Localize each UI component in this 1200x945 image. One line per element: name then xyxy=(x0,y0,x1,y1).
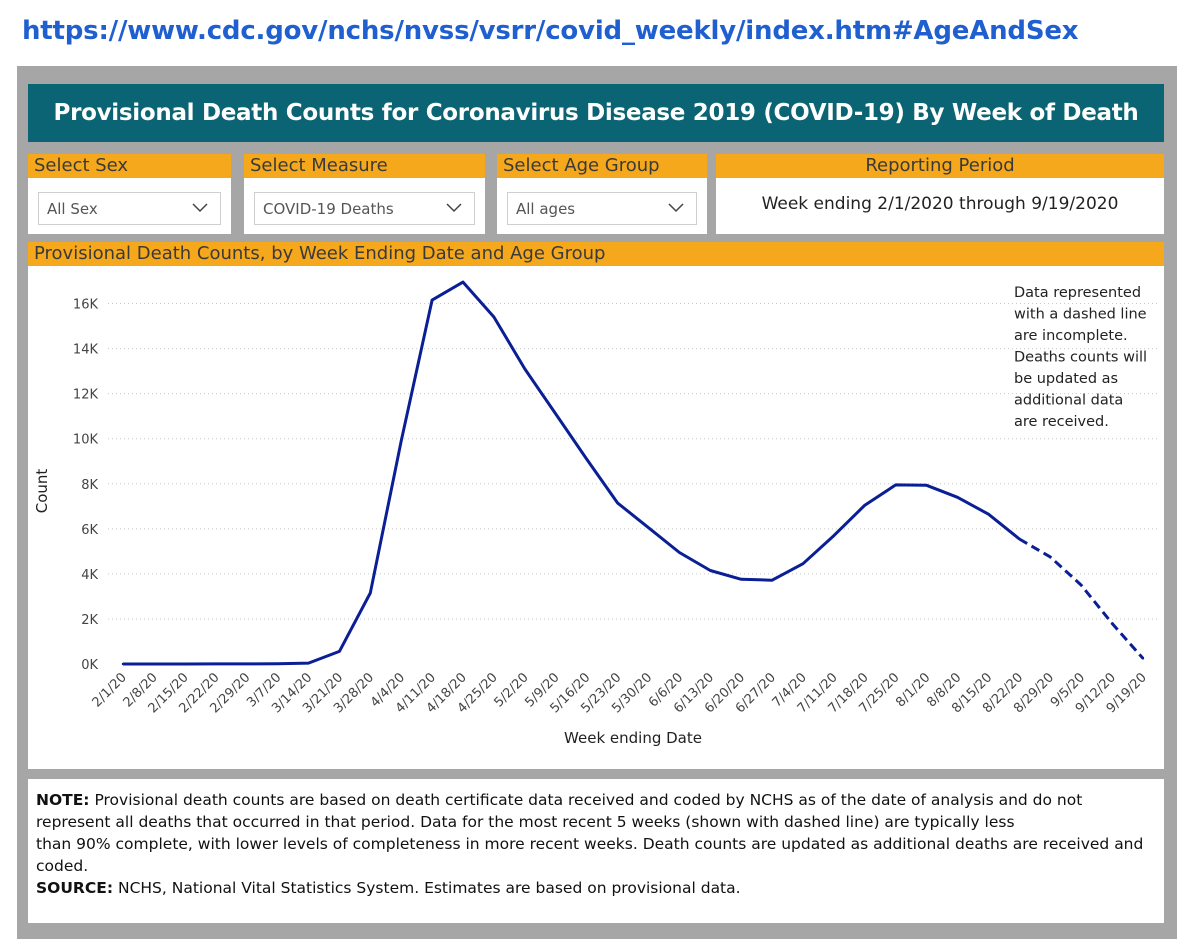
data-point xyxy=(492,315,496,319)
chart-card: Provisional Death Counts, by Week Ending… xyxy=(28,242,1164,769)
y-tick-label: 14K xyxy=(73,343,99,358)
series-line-complete xyxy=(123,280,1021,666)
dashboard-title: Provisional Death Counts for Coronavirus… xyxy=(28,84,1164,142)
data-point xyxy=(770,578,774,582)
data-point xyxy=(121,662,125,666)
data-point xyxy=(461,280,465,284)
chart-header: Provisional Death Counts, by Week Ending… xyxy=(28,242,1164,266)
y-axis-label: Count xyxy=(33,469,51,514)
note-card: NOTE: Provisional death counts are based… xyxy=(28,779,1164,923)
chart-note-line: be updated as xyxy=(1014,371,1118,387)
data-point xyxy=(1079,583,1083,587)
x-axis-label: Week ending Date xyxy=(564,729,702,747)
y-tick-label: 12K xyxy=(73,388,99,403)
sex-dropdown-value: All Sex xyxy=(47,200,98,218)
data-point xyxy=(523,367,527,371)
source-label: SOURCE: xyxy=(36,879,114,897)
x-axis: 2/1/202/8/202/15/202/22/202/29/203/7/203… xyxy=(90,670,1150,716)
line-chart: 0K 2K 4K 6K 8K 10K 12K 14K 16K 2/1/202/8/202/15/… xyxy=(33,280,1158,747)
data-point xyxy=(1049,555,1052,559)
source-url[interactable]: https://www.cdc.gov/nchs/nvss/vsrr/covid… xyxy=(22,16,1079,46)
sex-filter-label: Select Sex xyxy=(28,154,231,178)
data-point xyxy=(987,512,990,516)
data-point xyxy=(338,650,341,653)
data-point xyxy=(739,578,743,581)
data-point xyxy=(399,439,403,443)
y-tick-label: 0K xyxy=(81,658,98,673)
chart-note-line: are received. xyxy=(1014,414,1109,430)
y-tick-label: 10K xyxy=(73,433,99,448)
data-point xyxy=(183,662,187,666)
series xyxy=(121,280,1145,666)
data-point xyxy=(832,534,836,537)
age-filter-label: Select Age Group xyxy=(497,154,707,178)
data-point xyxy=(214,662,217,666)
chart-note-line: are incomplete. xyxy=(1014,328,1128,344)
data-point xyxy=(956,496,959,499)
sex-filter-card: Select Sex All Sex xyxy=(28,154,231,234)
data-point xyxy=(1018,537,1021,541)
data-point xyxy=(585,457,588,461)
period-label: Reporting Period xyxy=(716,154,1164,178)
data-point xyxy=(430,298,434,302)
y-tick-label: 16K xyxy=(73,298,99,313)
data-point xyxy=(801,562,805,565)
measure-filter-label: Select Measure xyxy=(244,154,485,178)
source-text: NCHS, National Vital Statistics System. … xyxy=(117,879,741,897)
data-point xyxy=(894,483,897,487)
chart-note-line: Deaths counts will xyxy=(1014,350,1147,366)
y-axis: 0K 2K 4K 6K 8K 10K 12K 14K 16K xyxy=(73,298,99,673)
data-point xyxy=(678,551,681,554)
data-point xyxy=(616,501,619,505)
chevron-down-icon xyxy=(446,203,462,213)
data-point xyxy=(925,484,928,487)
age-dropdown[interactable]: All ages xyxy=(507,192,697,225)
data-point xyxy=(152,662,156,666)
data-point xyxy=(647,526,650,529)
sex-dropdown[interactable]: All Sex xyxy=(38,192,221,225)
note-text: Provisional death counts are based on de… xyxy=(36,791,1083,831)
data-point xyxy=(1110,622,1114,625)
note-text-2: than 90% complete, with lower levels of … xyxy=(36,835,1144,875)
data-point xyxy=(1141,657,1145,660)
measure-dropdown-value: COVID-19 Deaths xyxy=(263,200,394,218)
chart-note-line: Data represented xyxy=(1014,285,1141,301)
measure-filter-card: Select Measure COVID-19 Deaths xyxy=(244,154,485,234)
measure-dropdown[interactable]: COVID-19 Deaths xyxy=(254,192,475,225)
note-label: NOTE: xyxy=(36,791,90,809)
age-dropdown-value: All ages xyxy=(516,200,576,218)
chevron-down-icon xyxy=(668,203,684,213)
chart-note-line: with a dashed line xyxy=(1014,307,1147,323)
source-line: SOURCE: NCHS, National Vital Statistics … xyxy=(36,877,1156,899)
period-card: Reporting Period Week ending 2/1/2020 th… xyxy=(716,154,1164,234)
chevron-down-icon xyxy=(192,203,208,213)
age-filter-card: Select Age Group All ages xyxy=(497,154,707,234)
chart-note: Data represented with a dashed line are in… xyxy=(1014,285,1147,430)
chart-note-line: additional data xyxy=(1014,393,1123,409)
note-line-2: than 90% complete, with lower levels of … xyxy=(36,833,1156,877)
data-point xyxy=(245,662,248,666)
note-line-1: NOTE: Provisional death counts are based… xyxy=(36,789,1156,833)
grid xyxy=(108,303,1158,620)
data-point xyxy=(276,662,279,665)
y-tick-label: 4K xyxy=(81,568,98,583)
y-tick-label: 6K xyxy=(81,523,98,538)
data-point xyxy=(709,569,712,572)
data-point xyxy=(554,412,557,416)
series-line-incomplete xyxy=(1018,537,1145,660)
data-point xyxy=(307,661,310,665)
y-tick-label: 2K xyxy=(81,613,98,628)
period-value: Week ending 2/1/2020 through 9/19/2020 xyxy=(761,194,1119,214)
data-point xyxy=(863,503,867,507)
data-point xyxy=(369,591,372,595)
y-tick-label: 8K xyxy=(81,478,98,493)
